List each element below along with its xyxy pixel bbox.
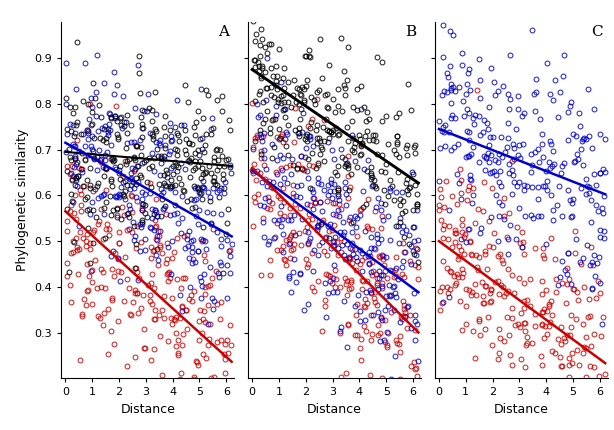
X-axis label: Distance: Distance xyxy=(307,403,362,416)
Text: A: A xyxy=(218,25,229,39)
Text: C: C xyxy=(591,25,603,39)
Text: B: B xyxy=(405,25,416,39)
Y-axis label: Phylogenetic similarity: Phylogenetic similarity xyxy=(16,129,29,271)
X-axis label: Distance: Distance xyxy=(120,403,176,416)
X-axis label: Distance: Distance xyxy=(494,403,549,416)
